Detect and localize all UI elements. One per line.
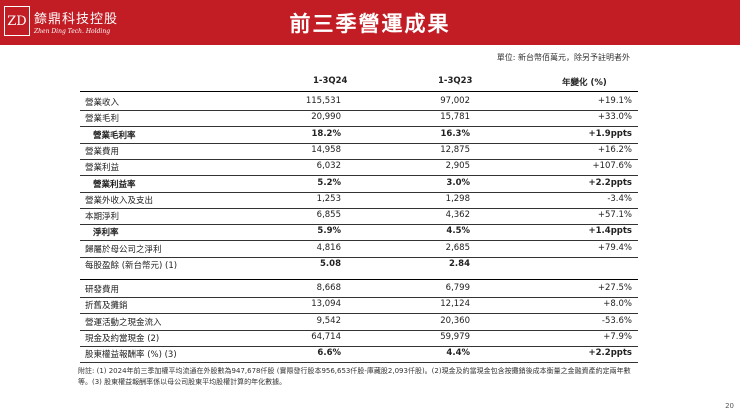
value-1-3q24: 5.2% bbox=[317, 177, 341, 188]
value-1-3q24: 6.6% bbox=[317, 348, 341, 359]
value-1-3q23: 1,298 bbox=[445, 193, 470, 204]
table-row: 歸屬於母公司之淨利 4,816 2,685 +79.4% bbox=[80, 241, 638, 258]
value-1-3q23: 6,799 bbox=[445, 283, 470, 293]
row-label: 本期淨利 bbox=[85, 212, 120, 223]
value-1-3q24: 18.2% bbox=[311, 128, 342, 139]
table-row: 營運活動之現金流入 9,542 20,360 -53.6% bbox=[80, 314, 638, 331]
value-1-3q23: 2,685 bbox=[445, 242, 470, 253]
table-top-rule bbox=[80, 91, 638, 92]
unit-note: 單位: 新台幣佰萬元，除另予註明者外 bbox=[496, 53, 630, 62]
table-row: 營業費用 14,958 12,875 +16.2% bbox=[80, 143, 638, 160]
table-row: 營業利益 6,032 2,905 +107.6% bbox=[80, 159, 638, 177]
value-1-3q23: 59,979 bbox=[440, 331, 470, 342]
table-row: 股東權益報酬率 (%) (3) 6.6% 4.4% +2.2ppts bbox=[80, 346, 638, 364]
row-label: 淨利率 bbox=[93, 228, 119, 239]
page-title: 前三季營運成果 bbox=[289, 12, 451, 36]
value-1-3q24: 5.9% bbox=[317, 226, 341, 237]
table-row: 每股盈餘 (新台幣元) (1) 5.08 2.84 bbox=[80, 257, 638, 273]
table-group-rule bbox=[80, 279, 638, 280]
value-1-3q23: 2.84 bbox=[449, 259, 470, 269]
table-row: 營業毛利 20,990 15,781 +33.0% bbox=[80, 110, 638, 128]
value-yoy: +1.4ppts bbox=[588, 226, 632, 237]
row-label: 營運活動之現金流入 bbox=[85, 317, 162, 328]
value-1-3q24: 115,531 bbox=[305, 96, 341, 106]
row-label: 營業外收入及支出 bbox=[85, 195, 154, 206]
value-yoy: +7.9% bbox=[603, 331, 632, 342]
column-header-1-3q24: 1-3Q24 bbox=[313, 76, 348, 86]
row-label: 營業毛利 bbox=[85, 114, 120, 125]
value-yoy: +19.1% bbox=[597, 96, 632, 106]
table-row: 研發費用 8,668 6,799 +27.5% bbox=[80, 281, 638, 298]
value-1-3q24: 4,816 bbox=[316, 242, 341, 253]
column-header-1-3q23: 1-3Q23 bbox=[438, 76, 473, 86]
row-label: 營業費用 bbox=[85, 146, 120, 157]
table-row: 本期淨利 6,855 4,362 +57.1% bbox=[80, 208, 638, 226]
footnote: 附註: (1) 2024年前三季加權平均流通在外股數為947,678仟股 (實際… bbox=[78, 367, 631, 386]
row-label: 折舊及攤銷 bbox=[85, 301, 128, 312]
row-label: 營業毛利率 bbox=[93, 130, 136, 141]
value-yoy: +27.5% bbox=[597, 283, 632, 293]
row-label: 營業收入 bbox=[85, 98, 120, 108]
value-1-3q24: 13,094 bbox=[311, 299, 341, 310]
value-1-3q24: 8,668 bbox=[316, 283, 341, 293]
value-1-3q23: 2,905 bbox=[445, 161, 470, 172]
value-1-3q23: 12,124 bbox=[440, 299, 470, 310]
value-1-3q24: 64,714 bbox=[311, 331, 341, 342]
row-label: 歸屬於母公司之淨利 bbox=[85, 244, 162, 255]
row-label: 現金及約當現金 (2) bbox=[85, 333, 160, 344]
row-label: 每股盈餘 (新台幣元) (1) bbox=[85, 261, 178, 271]
company-name-cn: 錼鼎科技控股 bbox=[34, 12, 119, 27]
table-row: 折舊及攤銷 13,094 12,124 +8.0% bbox=[80, 297, 638, 315]
value-yoy: +2.2ppts bbox=[588, 348, 632, 359]
company-logo: ZD 錼鼎科技控股 Zhen Ding Tech. Holding bbox=[0, 0, 117, 45]
row-label: 股東權益報酬率 (%) (3) bbox=[85, 350, 177, 361]
value-1-3q23: 16.3% bbox=[440, 128, 471, 139]
value-1-3q24: 20,990 bbox=[311, 112, 341, 123]
value-yoy: +8.0% bbox=[603, 299, 632, 310]
value-1-3q23: 97,002 bbox=[440, 96, 470, 106]
value-1-3q24: 6,032 bbox=[316, 161, 341, 172]
value-1-3q23: 15,781 bbox=[440, 112, 470, 123]
value-1-3q24: 1,253 bbox=[316, 193, 341, 204]
value-1-3q23: 4.4% bbox=[446, 348, 470, 359]
table-row: 營業收入 115,531 97,002 +19.1% bbox=[80, 94, 638, 111]
company-name-en: Zhen Ding Tech. Holding bbox=[34, 28, 111, 35]
table-row: 營業毛利率 18.2% 16.3% +1.9ppts bbox=[80, 127, 638, 144]
value-1-3q23: 12,875 bbox=[440, 144, 470, 155]
value-1-3q23: 3.0% bbox=[446, 177, 470, 188]
value-yoy: +33.0% bbox=[597, 112, 632, 123]
row-label: 研發費用 bbox=[85, 285, 120, 295]
value-1-3q23: 4.5% bbox=[446, 226, 470, 237]
value-1-3q24: 6,855 bbox=[316, 210, 341, 221]
table-row: 營業利益率 5.2% 3.0% +2.2ppts bbox=[80, 176, 638, 193]
table-row: 營業外收入及支出 1,253 1,298 -3.4% bbox=[80, 192, 638, 209]
value-1-3q23: 20,360 bbox=[440, 315, 470, 326]
table-row: 現金及約當現金 (2) 64,714 59,979 +7.9% bbox=[80, 330, 638, 347]
value-yoy: -53.6% bbox=[601, 315, 632, 326]
value-1-3q24: 9,542 bbox=[316, 315, 341, 326]
table-row: 淨利率 5.9% 4.5% +1.4ppts bbox=[80, 224, 638, 242]
value-yoy: +107.6% bbox=[592, 161, 632, 172]
value-yoy: -3.4% bbox=[607, 193, 632, 204]
value-1-3q24: 5.08 bbox=[320, 259, 341, 269]
value-yoy: +2.2ppts bbox=[588, 177, 632, 188]
page-number: 20 bbox=[725, 402, 734, 410]
value-yoy: +1.9ppts bbox=[588, 128, 632, 139]
logo-mark-icon: ZD bbox=[4, 6, 30, 36]
row-label: 營業利益 bbox=[85, 163, 120, 174]
column-header-yoy: 年變化 (%) bbox=[562, 78, 607, 88]
header-bar: ZD 錼鼎科技控股 Zhen Ding Tech. Holding 前三季營運成… bbox=[0, 0, 740, 45]
value-1-3q23: 4,362 bbox=[445, 210, 470, 221]
value-yoy: +16.2% bbox=[597, 144, 632, 155]
value-yoy: +79.4% bbox=[597, 242, 632, 253]
value-yoy: +57.1% bbox=[597, 210, 632, 221]
row-label: 營業利益率 bbox=[93, 179, 136, 190]
value-1-3q24: 14,958 bbox=[311, 144, 341, 155]
